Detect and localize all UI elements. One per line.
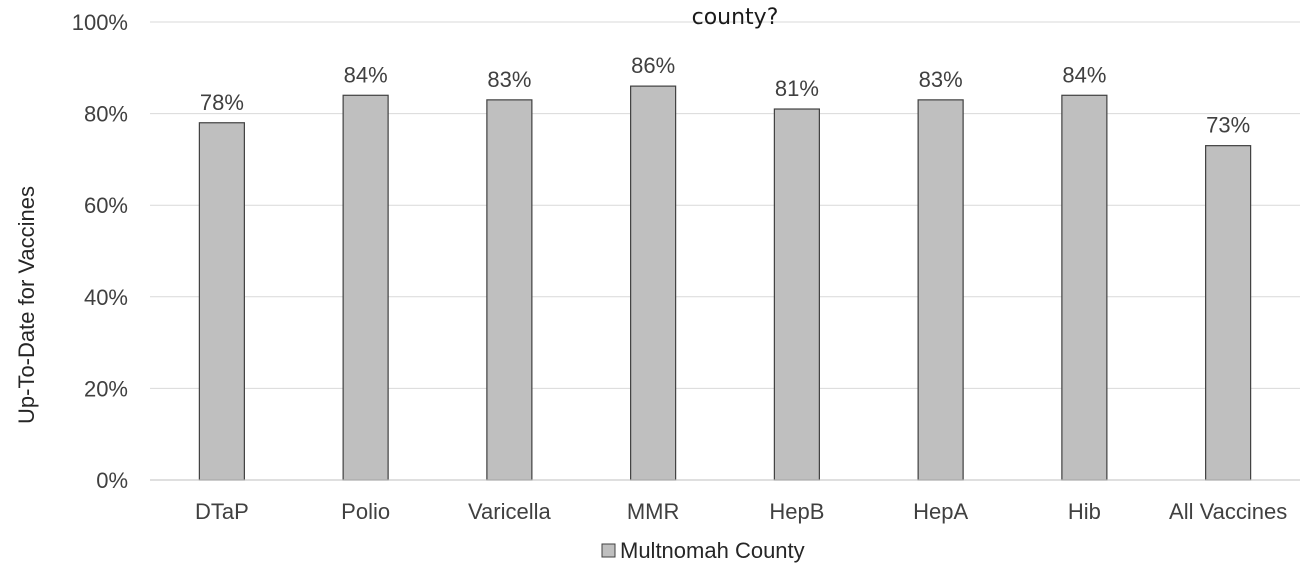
bar: [1205, 145, 1252, 481]
bars: [198, 85, 1252, 481]
data-label: 81%: [775, 76, 819, 101]
y-tick-label: 100%: [72, 10, 128, 35]
bar: [486, 99, 533, 481]
bar: [773, 108, 820, 481]
data-label: 73%: [1206, 113, 1250, 138]
data-label: 78%: [200, 90, 244, 115]
y-axis-title: Up-To-Date for Vaccines: [14, 186, 39, 424]
bar: [917, 99, 964, 481]
data-label: 84%: [1062, 62, 1106, 87]
x-tick-label: HepB: [769, 499, 824, 524]
x-tick-label: Varicella: [468, 499, 552, 524]
data-labels: 78% 84% 83% 86% 81% 83% 84% 73%: [200, 53, 1250, 138]
x-axis-ticks: DTaP Polio Varicella MMR HepB HepA Hib All Vacc…: [195, 499, 1287, 524]
legend: Multnomah County: [601, 538, 805, 563]
y-tick-label: 60%: [84, 193, 128, 218]
x-tick-label: DTaP: [195, 499, 249, 524]
x-tick-label: All Vaccines: [1169, 499, 1287, 524]
x-tick-label: Hib: [1068, 499, 1101, 524]
data-label: 84%: [344, 62, 388, 87]
y-tick-label: 20%: [84, 376, 128, 401]
legend-label: Multnomah County: [620, 538, 805, 563]
y-tick-label: 40%: [84, 285, 128, 310]
data-label: 83%: [487, 67, 531, 92]
gridlines: [150, 21, 1300, 389]
y-tick-label: 0%: [96, 468, 128, 493]
data-label: 86%: [631, 53, 675, 78]
bar: [198, 122, 245, 481]
x-tick-label: MMR: [627, 499, 680, 524]
chart-title: county?: [692, 5, 779, 30]
data-label: 83%: [919, 67, 963, 92]
bar: [342, 94, 389, 481]
bar: [1061, 94, 1108, 481]
x-tick-label: HepA: [913, 499, 968, 524]
x-tick-label: Polio: [341, 499, 390, 524]
bar: [630, 85, 677, 481]
y-tick-label: 80%: [84, 102, 128, 127]
legend-swatch: [601, 543, 616, 558]
y-axis-ticks: 0% 20% 40% 60% 80% 100%: [72, 10, 128, 493]
